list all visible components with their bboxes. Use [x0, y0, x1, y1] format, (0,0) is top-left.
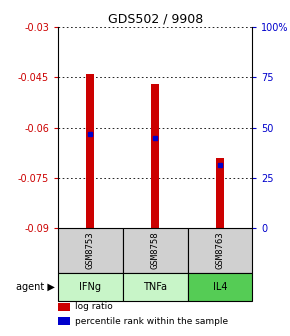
Text: GSM8763: GSM8763 [215, 232, 224, 269]
Bar [188, 228, 252, 273]
Bar [123, 273, 188, 301]
Text: IFNg: IFNg [79, 282, 102, 292]
Bar [58, 303, 70, 311]
Bar [58, 273, 123, 301]
Bar [123, 228, 188, 273]
Text: log ratio: log ratio [75, 302, 113, 311]
Text: IL4: IL4 [213, 282, 227, 292]
Bar [151, 84, 159, 228]
Bar [188, 273, 252, 301]
Bar [86, 74, 94, 228]
Title: GDS502 / 9908: GDS502 / 9908 [108, 13, 203, 26]
Text: GSM8758: GSM8758 [151, 232, 160, 269]
Text: percentile rank within the sample: percentile rank within the sample [75, 317, 229, 326]
Text: TNFa: TNFa [143, 282, 167, 292]
Bar [58, 228, 123, 273]
Text: agent ▶: agent ▶ [16, 282, 55, 292]
Text: GSM8753: GSM8753 [86, 232, 95, 269]
Bar [58, 317, 70, 325]
Bar [216, 158, 224, 228]
